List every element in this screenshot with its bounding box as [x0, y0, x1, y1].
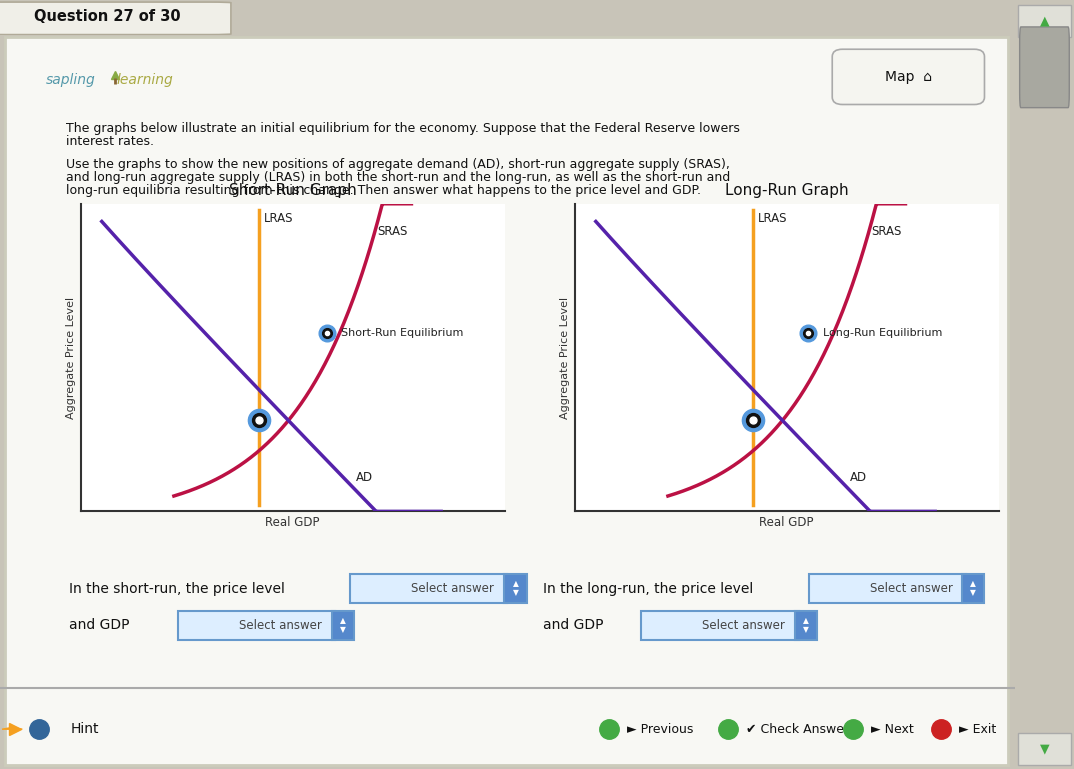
Text: In the long-run, the price level: In the long-run, the price level	[543, 581, 753, 595]
FancyBboxPatch shape	[350, 574, 507, 603]
Text: AD: AD	[357, 471, 374, 484]
Y-axis label: Aggregate Price Level: Aggregate Price Level	[67, 297, 76, 418]
X-axis label: Real GDP: Real GDP	[759, 515, 814, 528]
Text: Question 27 of 30: Question 27 of 30	[34, 9, 180, 24]
Text: ▲
▼: ▲ ▼	[512, 580, 519, 598]
FancyArrow shape	[2, 727, 23, 729]
Text: ?: ?	[35, 724, 42, 734]
Text: LRAS: LRAS	[264, 212, 293, 225]
Text: learning: learning	[117, 73, 174, 87]
Text: and GDP: and GDP	[543, 618, 604, 632]
FancyBboxPatch shape	[1018, 733, 1071, 765]
FancyBboxPatch shape	[795, 611, 817, 640]
FancyBboxPatch shape	[505, 574, 526, 603]
FancyBboxPatch shape	[832, 49, 985, 105]
Title: Long-Run Graph: Long-Run Graph	[725, 184, 848, 198]
X-axis label: Real GDP: Real GDP	[265, 515, 320, 528]
Text: Select answer: Select answer	[411, 582, 494, 595]
Text: ▲
▼: ▲ ▼	[803, 616, 809, 634]
FancyBboxPatch shape	[177, 611, 335, 640]
FancyBboxPatch shape	[962, 574, 985, 603]
FancyBboxPatch shape	[1019, 27, 1070, 108]
Text: Select answer: Select answer	[702, 619, 785, 632]
Text: Select answer: Select answer	[238, 619, 321, 632]
FancyBboxPatch shape	[332, 611, 354, 640]
Text: Short-Run Equilibrium: Short-Run Equilibrium	[342, 328, 464, 338]
Text: Long-Run Equilibrium: Long-Run Equilibrium	[823, 328, 942, 338]
Text: SRAS: SRAS	[378, 225, 408, 238]
Text: ► Previous: ► Previous	[627, 723, 694, 736]
FancyBboxPatch shape	[1018, 5, 1071, 37]
Text: ▲
▼: ▲ ▼	[971, 580, 976, 598]
Text: Use the graphs to show the new positions of aggregate demand (AD), short-run agg: Use the graphs to show the new positions…	[66, 158, 730, 171]
Text: LRAS: LRAS	[758, 212, 787, 225]
FancyBboxPatch shape	[809, 574, 967, 603]
Text: AD: AD	[851, 471, 868, 484]
Text: Hint: Hint	[71, 722, 100, 736]
FancyBboxPatch shape	[0, 2, 231, 35]
Y-axis label: Aggregate Price Level: Aggregate Price Level	[561, 297, 570, 418]
FancyBboxPatch shape	[641, 611, 799, 640]
Text: interest rates.: interest rates.	[66, 135, 154, 148]
Text: The graphs below illustrate an initial equilibrium for the economy. Suppose that: The graphs below illustrate an initial e…	[66, 122, 740, 135]
Text: ► Exit: ► Exit	[959, 723, 997, 736]
Text: ► Next: ► Next	[871, 723, 914, 736]
Text: Map  ⌂: Map ⌂	[885, 69, 932, 84]
Title: Short-Run Graph: Short-Run Graph	[229, 184, 357, 198]
Text: In the short-run, the price level: In the short-run, the price level	[69, 581, 285, 595]
Text: ✔ Check Answer: ✔ Check Answer	[746, 723, 850, 736]
Text: Select answer: Select answer	[870, 582, 953, 595]
Text: sapling: sapling	[46, 73, 96, 87]
Text: ▲
▼: ▲ ▼	[340, 616, 346, 634]
Text: long-run equilibria resulting from this change. Then answer what happens to the : long-run equilibria resulting from this …	[66, 184, 701, 197]
Text: and long-run aggregate supply (LRAS) in both the short-run and the long-run, as : and long-run aggregate supply (LRAS) in …	[66, 171, 730, 184]
Text: SRAS: SRAS	[872, 225, 902, 238]
Text: ▼: ▼	[1040, 743, 1049, 755]
Text: ▲: ▲	[1040, 15, 1049, 27]
Text: and GDP: and GDP	[69, 618, 130, 632]
